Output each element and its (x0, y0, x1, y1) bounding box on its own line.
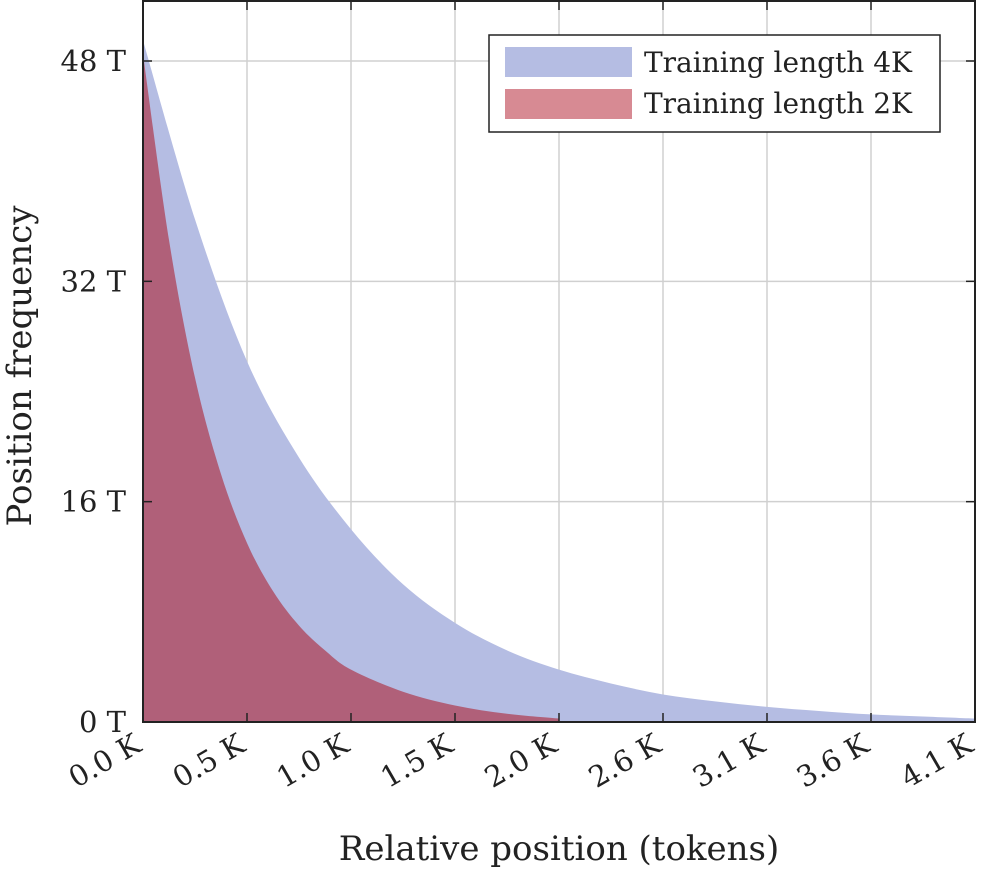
x-tick-label: 4.1 K (895, 726, 980, 795)
x-tick-labels: 0.0 K 0.5 K 1.0 K 1.5 K 2.0 K 2.6 K 3.1 K 3.6 K… (63, 726, 980, 795)
legend: Training length 4K Training length 2K (488, 34, 941, 133)
y-tick-label: 32 T (61, 264, 127, 298)
y-tick-label: 48 T (61, 44, 127, 78)
x-tick-label: 3.1 K (687, 726, 772, 795)
x-axis-label: Relative position (tokens) (339, 829, 780, 869)
legend-label-2k: Training length 2K (644, 87, 913, 120)
x-tick-label: 3.6 K (791, 726, 876, 795)
y-tick-label: 16 T (61, 485, 127, 519)
legend-swatch-2k (505, 89, 632, 119)
y-axis-label: Position frequency (0, 205, 40, 527)
x-tick-label: 2.6 K (583, 726, 668, 795)
y-tick-labels: 0 T 16 T 32 T 48 T (61, 44, 127, 739)
x-tick-label: 0.5 K (167, 726, 252, 795)
axes (142, 0, 976, 723)
x-tick-label: 1.5 K (375, 726, 460, 795)
x-tick-label: 1.0 K (271, 726, 356, 795)
series-area-2k (143, 54, 559, 723)
legend-label-4k: Training length 4K (644, 46, 913, 79)
y-tick-label: 0 T (79, 705, 127, 739)
x-tick-label: 2.0 K (479, 726, 564, 795)
legend-swatch-4k (505, 47, 632, 77)
series-layer (143, 40, 975, 723)
series-area-4k (143, 40, 975, 722)
